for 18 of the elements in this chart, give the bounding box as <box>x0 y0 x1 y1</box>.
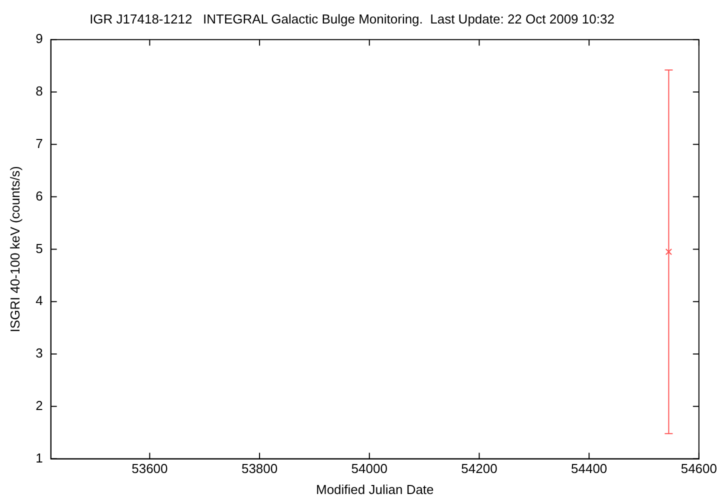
y-tick-label: 9 <box>36 31 43 46</box>
x-axis-title: Modified Julian Date <box>316 482 434 497</box>
y-axis-title: ISGRI 40-100 keV (counts/s) <box>7 166 22 332</box>
y-tick-label: 7 <box>36 136 43 151</box>
y-tick-label: 6 <box>36 188 43 204</box>
y-tick-label: 5 <box>36 240 43 256</box>
x-tick-label: 54200 <box>461 461 498 476</box>
y-tick-label: 3 <box>36 346 43 361</box>
y-tick-label: 4 <box>36 293 43 308</box>
x-tick-label: 53600 <box>132 461 168 476</box>
x-tick-label: 54400 <box>571 461 608 476</box>
x-tick-label: 54600 <box>680 461 718 476</box>
x-tick-label: 54000 <box>351 461 388 476</box>
y-tick-label: 2 <box>36 398 43 413</box>
chart-title: IGR J17418-1212 INTEGRAL Galactic Bulge Monitoring. Last Update: 22 Oct 2009 10:32 <box>90 11 614 26</box>
y-tick-label: 1 <box>36 450 43 466</box>
x-tick-label: 53800 <box>241 461 278 476</box>
y-tick-label: 8 <box>36 84 43 99</box>
